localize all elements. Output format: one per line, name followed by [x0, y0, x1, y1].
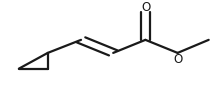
Text: O: O: [141, 2, 151, 15]
Text: O: O: [173, 53, 182, 66]
